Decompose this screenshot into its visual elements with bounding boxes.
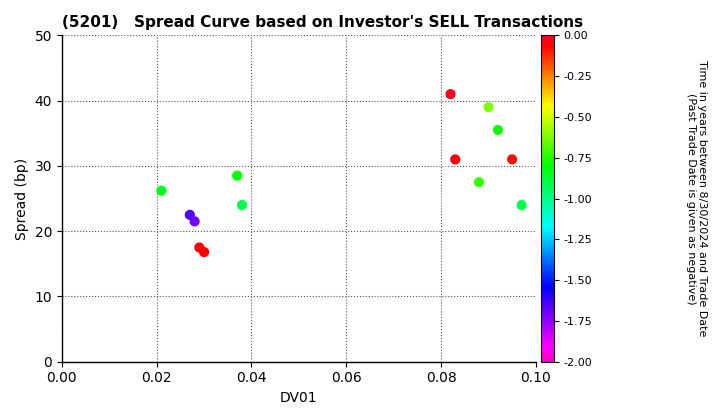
Point [156, 187, 167, 194]
Y-axis label: Time in years between 8/30/2024 and Trade Date
(Past Trade Date is given as nega: Time in years between 8/30/2024 and Trad… [685, 60, 707, 337]
Y-axis label: Spread (bp): Spread (bp) [15, 158, 29, 239]
Point [184, 212, 196, 218]
Point [482, 104, 494, 110]
Point [516, 202, 527, 208]
Point [194, 244, 205, 251]
Point [506, 156, 518, 163]
Point [189, 218, 200, 225]
Text: (5201)   Spread Curve based on Investor's SELL Transactions: (5201) Spread Curve based on Investor's … [62, 15, 583, 30]
Point [492, 126, 504, 133]
Point [449, 156, 461, 163]
X-axis label: DV01: DV01 [280, 391, 318, 405]
Point [445, 91, 456, 97]
Point [232, 172, 243, 179]
Point [473, 179, 485, 186]
Point [198, 249, 210, 255]
Point [236, 202, 248, 208]
